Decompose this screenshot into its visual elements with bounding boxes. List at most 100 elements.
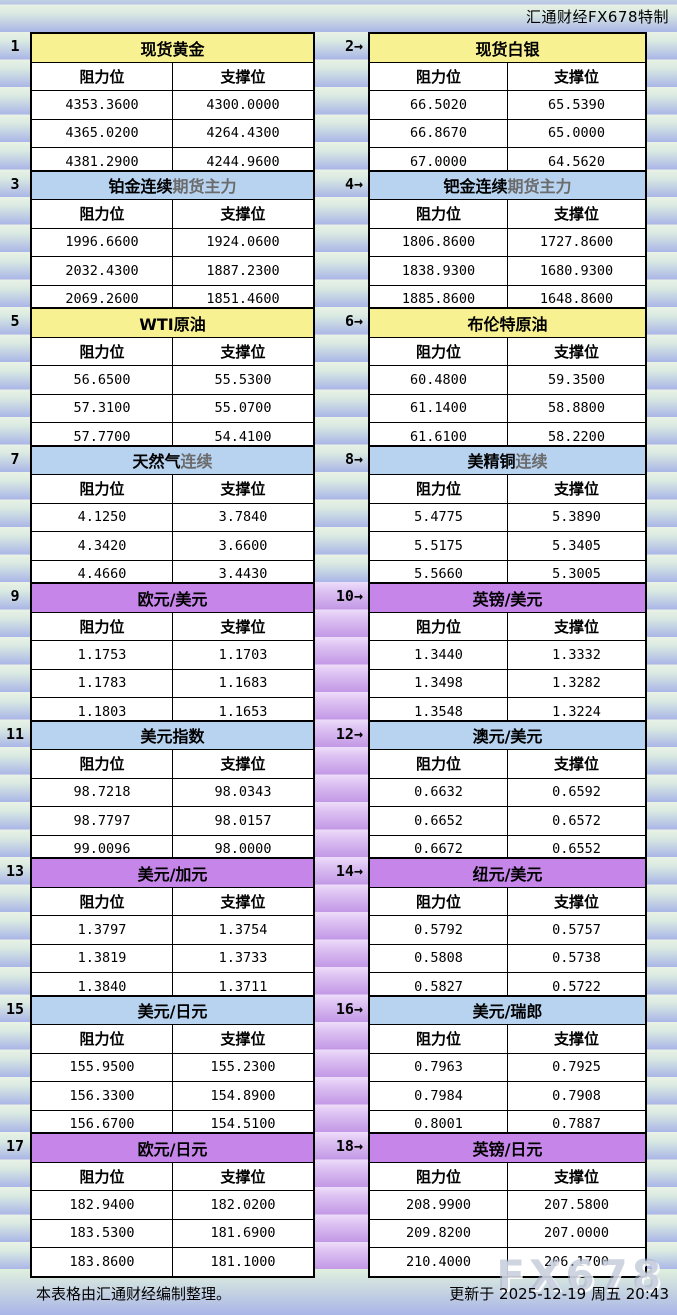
panel-number: 5 [10, 312, 20, 330]
table-row: 1.1783 1.1683 [30, 668, 315, 698]
resistance-value: 98.7797 [30, 806, 173, 836]
panel: 天然气连续 阻力位 支撑位 4.1250 3.7840 4.3420 3.660… [30, 444, 315, 590]
panel: 美元指数 阻力位 支撑位 98.7218 98.0343 98.7797 98.… [30, 719, 315, 865]
support-value: 154.5100 [172, 1109, 315, 1140]
panel-title: 美元/加元 [30, 857, 315, 888]
resistance-header: 阻力位 [30, 1161, 173, 1191]
resistance-header: 阻力位 [30, 611, 173, 641]
panel: 英镑/美元 阻力位 支撑位 1.3440 1.3332 1.3498 1.328… [368, 582, 647, 728]
table-row: 182.9400 182.0200 [30, 1190, 315, 1220]
table-row: 2032.4300 1887.2300 [30, 256, 315, 286]
panel-number: 13 [5, 862, 25, 880]
support-header: 支撑位 [507, 61, 647, 91]
table-row: 5.4775 5.3890 [368, 502, 647, 532]
table-row: 98.7797 98.0157 [30, 806, 315, 836]
panel-title: 美元/瑞郎 [368, 995, 647, 1025]
resistance-value: 183.5300 [30, 1218, 173, 1248]
resistance-header: 阻力位 [368, 199, 508, 229]
table-row: 155.9500 155.2300 [30, 1052, 315, 1082]
resistance-value: 155.9500 [30, 1052, 173, 1082]
resistance-value: 61.1400 [368, 393, 508, 423]
panel: 欧元/日元 阻力位 支撑位 182.9400 182.0200 183.5300… [30, 1132, 315, 1278]
table-row: 1.3498 1.3282 [368, 668, 647, 698]
column-header-row: 阻力位 支撑位 [368, 611, 647, 641]
support-value: 0.5738 [507, 943, 647, 973]
table-row: 0.7984 0.7908 [368, 1081, 647, 1111]
support-value: 181.6900 [172, 1218, 315, 1248]
column-header-row: 阻力位 支撑位 [30, 749, 315, 779]
panel-title: 欧元/美元 [30, 582, 315, 613]
table-row: 1.3797 1.3754 [30, 915, 315, 945]
resistance-value: 98.7218 [30, 777, 173, 807]
support-value: 1.1683 [172, 668, 315, 698]
table-row: 1838.9300 1680.9300 [368, 256, 647, 286]
resistance-value: 0.7963 [368, 1052, 508, 1082]
resistance-header: 阻力位 [368, 1024, 508, 1054]
resistance-value: 60.4800 [368, 365, 508, 395]
column-header-row: 阻力位 支撑位 [368, 749, 647, 779]
support-header: 支撑位 [172, 1024, 315, 1054]
support-value: 1.3733 [172, 943, 315, 973]
table-row: 56.6500 55.5300 [30, 365, 315, 395]
support-value: 1.3332 [507, 640, 647, 670]
support-value: 1.3754 [172, 915, 315, 945]
panel-number: 4→ [344, 174, 363, 193]
panel: 布伦特原油 阻力位 支撑位 60.4800 59.3500 61.1400 58… [368, 307, 647, 453]
support-header: 支撑位 [172, 886, 315, 916]
table-row: 1806.8600 1727.8600 [368, 227, 647, 257]
panel-number: 10→ [335, 587, 363, 605]
panel-title: 美元指数 [30, 720, 315, 750]
support-value: 1680.9300 [507, 256, 647, 286]
resistance-value: 0.6632 [368, 777, 508, 807]
table-row: 1996.6600 1924.0600 [30, 227, 315, 257]
panel-title-main: 英镑/日元 [472, 1139, 543, 1159]
panel-number: 18→ [335, 1137, 363, 1155]
panel-number: 6→ [344, 312, 363, 330]
table-row: 4.1250 3.7840 [30, 502, 315, 532]
panel-number: 1 [10, 37, 20, 55]
support-header: 支撑位 [172, 749, 315, 779]
panel-title: 英镑/日元 [368, 1132, 647, 1163]
support-value: 4264.4300 [172, 118, 315, 148]
panel-number: 12→ [335, 724, 363, 743]
resistance-header: 阻力位 [30, 1024, 173, 1054]
panel-title-sub: 连续 [515, 452, 548, 472]
panel-title: 美精铜连续 [368, 445, 647, 475]
support-value: 155.2300 [172, 1052, 315, 1082]
panel: 钯金连续期货主力 阻力位 支撑位 1806.8600 1727.8600 183… [368, 169, 647, 315]
panel-number: 15 [5, 999, 25, 1018]
table-row: 66.5020 65.5390 [368, 90, 647, 120]
support-header: 支撑位 [507, 336, 647, 366]
footer-credit: 本表格由汇通财经编制整理。 [36, 1285, 232, 1303]
table-row: 5.5175 5.3405 [368, 531, 647, 561]
resistance-value: 1806.8600 [368, 227, 508, 257]
resistance-value: 4.1250 [30, 502, 173, 532]
table-row: 1.3440 1.3332 [368, 640, 647, 670]
support-value: 5.3405 [507, 531, 647, 561]
column-header-row: 阻力位 支撑位 [30, 336, 315, 366]
resistance-value: 57.3100 [30, 393, 173, 423]
table-row: 61.1400 58.8800 [368, 393, 647, 423]
support-value: 98.0343 [172, 777, 315, 807]
panel: 欧元/美元 阻力位 支撑位 1.1753 1.1703 1.1783 1.168… [30, 582, 315, 728]
support-value: 0.6592 [507, 777, 647, 807]
footer-updated-time: 更新于 2025-12-19 周五 20:43 [449, 1285, 669, 1303]
table-row: 0.7963 0.7925 [368, 1052, 647, 1082]
resistance-value: 5.5175 [368, 531, 508, 561]
column-header-row: 阻力位 支撑位 [368, 886, 647, 916]
resistance-value: 5.4775 [368, 502, 508, 532]
support-header: 支撑位 [172, 1161, 315, 1191]
support-header: 支撑位 [172, 336, 315, 366]
panel: 现货白银 阻力位 支撑位 66.5020 65.5390 66.8670 65.… [368, 32, 647, 178]
panel: 英镑/日元 阻力位 支撑位 208.9900 207.5800 209.8200… [368, 1132, 647, 1278]
resistance-value: 1.3819 [30, 943, 173, 973]
resistance-header: 阻力位 [30, 474, 173, 504]
panel-title: 天然气连续 [30, 445, 315, 475]
table-row: 66.8670 65.0000 [368, 118, 647, 148]
support-value: 0.6572 [507, 806, 647, 836]
resistance-header: 阻力位 [368, 1161, 508, 1191]
panel: 铂金连续期货主力 阻力位 支撑位 1996.6600 1924.0600 203… [30, 169, 315, 315]
support-value: 1924.0600 [172, 227, 315, 257]
